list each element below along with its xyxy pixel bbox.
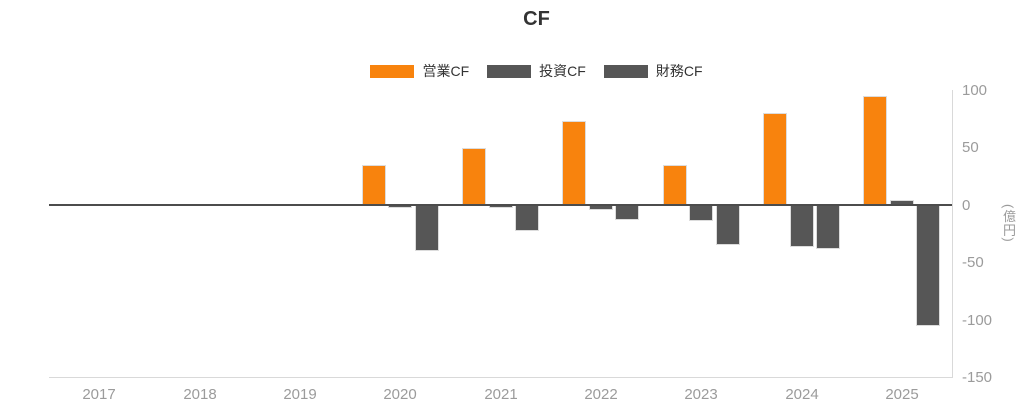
- y-tick-100: 100: [962, 82, 988, 99]
- bar-financing-cf-2021: [515, 205, 539, 231]
- bar-investing-cf-2023: [689, 205, 713, 221]
- x-tick-2023: 2023: [684, 386, 718, 403]
- bar-investing-cf-2024: [790, 205, 814, 247]
- y-axis-line: [952, 90, 953, 377]
- legend-swatch-investing-cf: [487, 64, 532, 78]
- x-tick-2022: 2022: [584, 386, 618, 403]
- bar-operating-cf-2024: [763, 113, 787, 205]
- x-tick-2018: 2018: [183, 386, 217, 403]
- y-tick--100: -100: [962, 312, 993, 329]
- legend-item-investing-cf[interactable]: 投資CF: [487, 61, 586, 81]
- bar-financing-cf-2024: [816, 205, 840, 249]
- x-tick-2019: 2019: [283, 386, 317, 403]
- x-tick-2021: 2021: [484, 386, 518, 403]
- chart-title: CF: [523, 8, 550, 30]
- chart-legend: 営業CF 投資CF 財務CF: [49, 61, 1024, 81]
- x-tick-2025: 2025: [885, 386, 919, 403]
- x-tick-2020: 2020: [383, 386, 417, 403]
- bar-operating-cf-2022: [562, 121, 586, 205]
- x-axis-line: [49, 377, 953, 378]
- legend-label-financing-cf: 財務CF: [655, 63, 703, 79]
- legend-label-operating-cf: 営業CF: [422, 63, 470, 79]
- y-tick--150: -150: [962, 369, 993, 386]
- legend-label-investing-cf: 投資CF: [539, 63, 586, 79]
- legend-item-financing-cf[interactable]: 財務CF: [603, 61, 703, 81]
- y-tick--50: -50: [962, 254, 984, 271]
- y-tick-50: 50: [962, 139, 979, 156]
- y-tick-0: 0: [962, 197, 971, 214]
- x-tick-2017: 2017: [82, 386, 116, 403]
- zero-gridline: [49, 204, 952, 206]
- legend-swatch-financing-cf: [603, 64, 648, 78]
- bar-financing-cf-2022: [615, 205, 639, 220]
- bar-operating-cf-2021: [462, 148, 486, 205]
- bar-financing-cf-2023: [716, 205, 740, 245]
- bar-financing-cf-2025: [916, 205, 940, 326]
- bar-operating-cf-2023: [663, 165, 687, 205]
- legend-swatch-operating-cf: [370, 64, 415, 78]
- bar-financing-cf-2020: [415, 205, 439, 251]
- legend-item-operating-cf[interactable]: 営業CF: [370, 61, 469, 81]
- bar-operating-cf-2020: [362, 165, 386, 205]
- y-axis-unit-label: (億円): [1001, 204, 1016, 243]
- x-tick-2024: 2024: [785, 386, 819, 403]
- bar-operating-cf-2025: [863, 96, 887, 205]
